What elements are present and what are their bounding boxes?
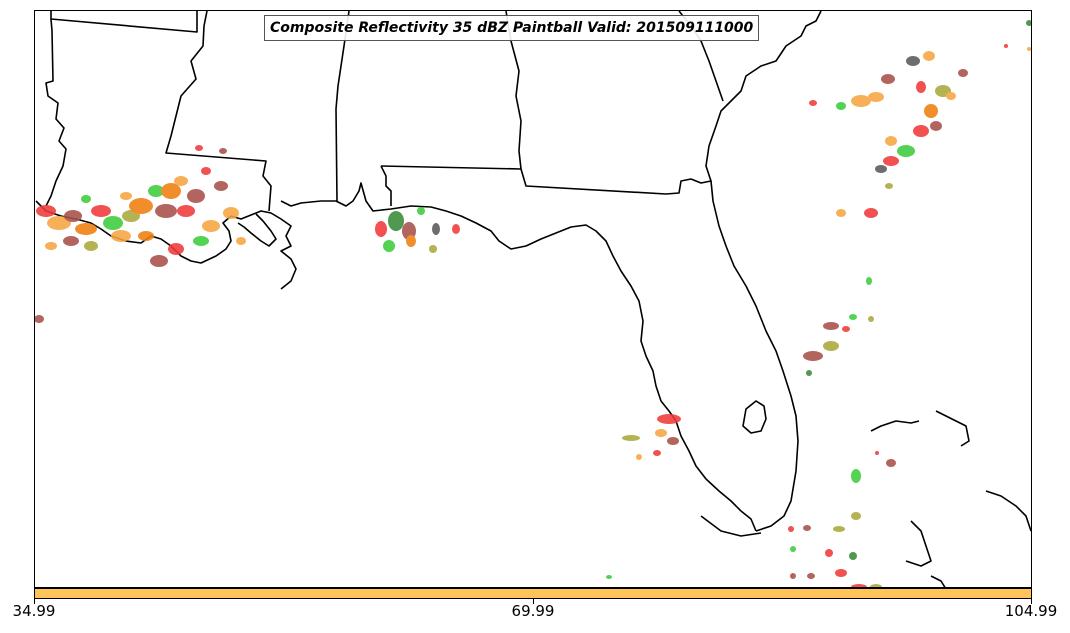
bahamas-south (985, 490, 1031, 532)
state-border-al-fl (380, 165, 667, 195)
map-canvas (35, 11, 1031, 587)
state-border-la-ms (165, 11, 272, 212)
gulf-coast-ms-al (280, 182, 757, 532)
colorbar-tick-label-0: 34.99 (12, 602, 56, 620)
colorbar-tick-label-2: 104.99 (1004, 602, 1058, 620)
bahamas-mid (905, 520, 932, 567)
colorbar-tick-mark-1 (533, 599, 534, 604)
cuba-coast (870, 420, 920, 432)
gulf-coast-la (35, 200, 297, 290)
florida-east-coast (710, 180, 799, 532)
reflectivity-blobs (35, 20, 1031, 587)
colorbar (34, 588, 1032, 599)
state-border-al-east (380, 165, 392, 206)
bahamas-far (930, 575, 946, 587)
bahamas-islands (935, 410, 970, 447)
gulf-coast-la-delta (237, 213, 277, 247)
state-border-tx-la (50, 11, 198, 33)
state-border-la-north (45, 18, 67, 207)
lake-okeechobee (742, 400, 767, 434)
colorbar-tick-mark-0 (34, 599, 35, 604)
state-border-al-ga (505, 11, 522, 170)
atlantic-coast (665, 11, 822, 195)
map-frame (34, 10, 1032, 588)
florida-keys (700, 515, 762, 537)
map-title: Composite Reflectivity 35 dBZ Paintball … (264, 15, 760, 41)
colorbar-tick-label-1: 69.99 (511, 602, 555, 620)
colorbar-tick-mark-2 (1031, 599, 1032, 604)
